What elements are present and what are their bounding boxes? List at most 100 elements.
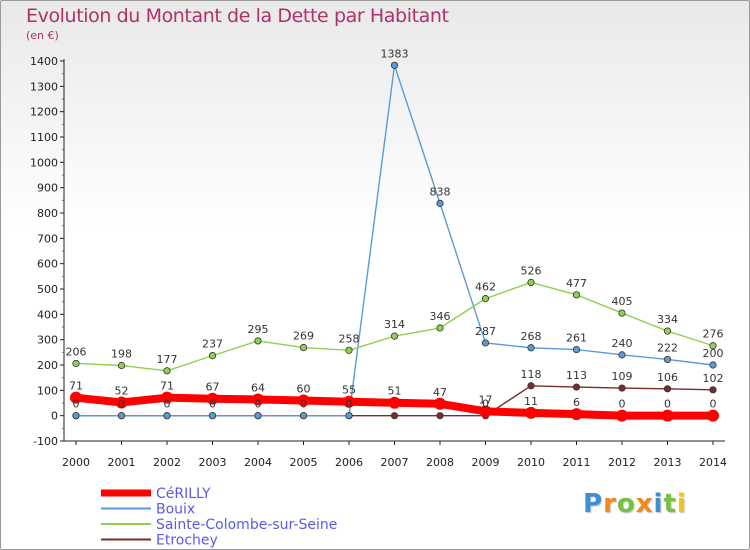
y-tick-label: 800 bbox=[37, 207, 58, 220]
logo-letter: i bbox=[653, 489, 664, 519]
data-point bbox=[572, 345, 581, 354]
data-point bbox=[299, 412, 308, 420]
x-tick-label: 2012 bbox=[608, 456, 636, 469]
data-label: 0 bbox=[209, 398, 216, 411]
data-point bbox=[570, 408, 583, 421]
x-tick-label: 2005 bbox=[290, 456, 318, 469]
chart-title: Evolution du Montant de la Dette par Hab… bbox=[26, 5, 449, 27]
data-point bbox=[163, 367, 171, 375]
data-label: 0 bbox=[73, 398, 80, 411]
y-tick-label: -100 bbox=[33, 435, 58, 448]
data-label: 60 bbox=[297, 382, 311, 395]
data-point bbox=[345, 412, 353, 420]
data-point bbox=[117, 412, 126, 420]
data-point bbox=[616, 409, 628, 422]
x-tick-label: 2014 bbox=[699, 456, 727, 469]
data-label: 206 bbox=[66, 345, 87, 358]
logo-letter: o bbox=[616, 489, 636, 519]
data-point bbox=[618, 351, 626, 359]
proxiti-logo: Proxiti bbox=[583, 489, 687, 519]
data-label: 64 bbox=[251, 381, 265, 394]
data-label: 261 bbox=[566, 332, 587, 345]
data-label: 314 bbox=[384, 318, 405, 331]
data-point bbox=[527, 278, 535, 287]
data-point bbox=[299, 343, 308, 352]
data-point bbox=[527, 344, 535, 352]
logo-letter: x bbox=[635, 489, 654, 519]
data-point bbox=[479, 405, 492, 418]
data-point bbox=[254, 412, 262, 420]
data-point bbox=[252, 393, 264, 406]
logo-letter: P bbox=[583, 489, 604, 519]
y-tick-label: 500 bbox=[37, 283, 58, 296]
data-label: 67 bbox=[206, 381, 220, 394]
data-point bbox=[390, 332, 399, 340]
data-point bbox=[525, 406, 537, 419]
data-label: 47 bbox=[433, 386, 447, 399]
data-label: 240 bbox=[612, 337, 633, 350]
data-point bbox=[388, 396, 401, 409]
x-tick-label: 2008 bbox=[426, 456, 454, 469]
data-point bbox=[572, 291, 581, 299]
data-point bbox=[161, 391, 173, 404]
data-label: 405 bbox=[612, 295, 633, 308]
data-label: 477 bbox=[566, 277, 587, 290]
y-tick-label: 1000 bbox=[30, 156, 58, 169]
data-label: 106 bbox=[657, 371, 678, 384]
data-label: 102 bbox=[703, 372, 724, 385]
data-point bbox=[527, 382, 535, 390]
data-label: 276 bbox=[703, 328, 724, 341]
data-point bbox=[481, 339, 490, 347]
logo-letter: t bbox=[663, 489, 677, 519]
data-label: 269 bbox=[293, 330, 314, 343]
data-label: 6 bbox=[573, 396, 580, 409]
y-tick-label: 1100 bbox=[30, 131, 58, 144]
data-label: 526 bbox=[521, 264, 542, 277]
x-tick-label: 2000 bbox=[62, 456, 90, 469]
x-tick-label: 2006 bbox=[335, 456, 363, 469]
data-label: 52 bbox=[115, 384, 129, 397]
chart-unit: (en €) bbox=[26, 29, 59, 42]
data-label: 268 bbox=[521, 330, 542, 343]
data-label: 0 bbox=[710, 398, 717, 411]
data-point bbox=[72, 412, 80, 420]
data-point bbox=[297, 394, 310, 407]
data-label: 109 bbox=[612, 370, 633, 383]
legend-label: Bouix bbox=[156, 502, 195, 518]
data-label: 258 bbox=[339, 332, 360, 345]
y-tick-label: 900 bbox=[37, 182, 58, 195]
data-point bbox=[117, 361, 126, 370]
data-label: 177 bbox=[157, 353, 178, 366]
data-label: 0 bbox=[619, 398, 626, 411]
data-label: 198 bbox=[111, 348, 132, 361]
data-label: 295 bbox=[248, 323, 269, 336]
x-tick-label: 2011 bbox=[563, 456, 591, 469]
data-point bbox=[208, 412, 217, 420]
x-tick-label: 2007 bbox=[381, 456, 409, 469]
data-point bbox=[115, 396, 128, 409]
y-tick-label: 1200 bbox=[30, 106, 58, 119]
data-label: 1383 bbox=[381, 47, 409, 60]
y-tick-label: 1300 bbox=[30, 80, 58, 93]
legend-label: CéRILLY bbox=[156, 486, 211, 502]
x-tick-label: 2004 bbox=[244, 456, 272, 469]
data-point bbox=[663, 355, 672, 364]
legend-label: Sainte-Colombe-sur-Seine bbox=[156, 517, 337, 533]
data-point bbox=[254, 337, 262, 345]
data-label: 51 bbox=[388, 385, 402, 398]
data-label: 17 bbox=[479, 393, 493, 406]
y-tick-label: 0 bbox=[51, 410, 58, 423]
data-point bbox=[434, 397, 446, 410]
y-tick-label: 700 bbox=[37, 232, 58, 245]
data-point bbox=[436, 324, 444, 332]
data-label: 334 bbox=[657, 313, 678, 326]
x-tick-label: 2010 bbox=[517, 456, 545, 469]
data-label: 11 bbox=[524, 395, 538, 408]
data-label: 0 bbox=[346, 398, 353, 411]
data-label: 0 bbox=[118, 398, 125, 411]
data-label: 71 bbox=[160, 380, 174, 393]
data-point bbox=[163, 412, 171, 420]
y-tick-label: 1400 bbox=[30, 55, 58, 68]
